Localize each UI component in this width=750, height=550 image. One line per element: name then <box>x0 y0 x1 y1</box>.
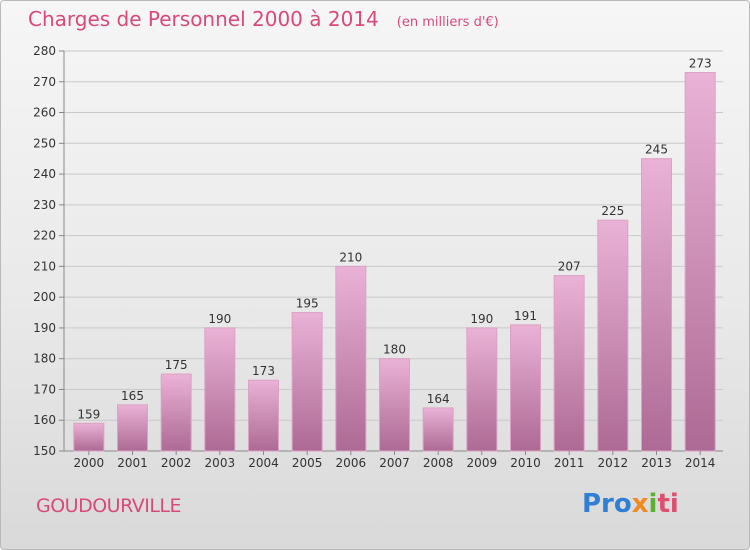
y-tick-label: 220 <box>33 229 56 243</box>
bar <box>422 407 454 452</box>
logo-part: i <box>648 489 658 519</box>
data-label: 273 <box>689 57 712 71</box>
bar <box>553 275 585 452</box>
x-tick-labels: 2000 2001 2002 2003 2004 2005 2006 2007 2008 2009… <box>74 451 716 470</box>
y-tick-label: 250 <box>33 136 56 150</box>
y-tick-label: 230 <box>33 198 56 212</box>
bar <box>684 72 716 452</box>
y-tick-label: 180 <box>33 352 56 366</box>
y-tick-label: 150 <box>33 444 56 458</box>
x-tick-label: 2006 <box>336 456 367 470</box>
bars <box>73 72 716 452</box>
bar <box>291 312 323 452</box>
y-tick-labels: 150 160 170 180 190 200 210 220 230 240 250 260 270 2… <box>33 44 56 458</box>
y-tick-label: 170 <box>33 382 56 396</box>
x-tick-label: 2014 <box>685 456 716 470</box>
bar <box>597 219 629 452</box>
x-tick-label: 2010 <box>510 456 541 470</box>
x-tick-label: 2008 <box>423 456 454 470</box>
data-label: 195 <box>296 297 319 311</box>
bar <box>466 327 498 452</box>
x-tick-label: 2011 <box>554 456 585 470</box>
bar <box>204 327 236 452</box>
bar <box>248 379 279 452</box>
bar <box>510 324 541 452</box>
x-tick-label: 2013 <box>641 456 672 470</box>
y-tick-label: 270 <box>33 75 56 89</box>
data-labels: 159 165 175 190 173 195 210 180 164 190 191 207 225 2… <box>77 57 711 422</box>
y-tick-label: 210 <box>33 259 56 273</box>
chart-unit: (en milliers d'€) <box>396 15 499 30</box>
x-tick-label: 2007 <box>379 456 410 470</box>
x-tick-label: 2001 <box>117 456 148 470</box>
bar <box>117 404 148 452</box>
bar <box>641 158 672 452</box>
chart-title: Charges de Personnel 2000 à 2014 (en mill… <box>28 7 499 31</box>
x-tick-label: 2002 <box>161 456 192 470</box>
x-tick-label: 2012 <box>598 456 629 470</box>
logo-part: x <box>631 489 649 519</box>
data-label: 165 <box>121 389 144 403</box>
y-tick-label: 240 <box>33 167 56 181</box>
y-tick-label: 260 <box>33 106 56 120</box>
data-label: 207 <box>558 260 581 274</box>
x-tick-label: 2005 <box>292 456 323 470</box>
data-label: 180 <box>383 343 406 357</box>
x-tick-label: 2003 <box>205 456 236 470</box>
logo-part: ti <box>657 489 679 519</box>
data-label: 175 <box>165 358 188 372</box>
data-label: 159 <box>77 407 100 421</box>
y-tick-label: 200 <box>33 290 56 304</box>
data-label: 210 <box>339 250 362 264</box>
data-label: 225 <box>601 204 624 218</box>
data-label: 190 <box>470 312 493 326</box>
chart-title-text: Charges de Personnel 2000 à 2014 <box>28 7 379 31</box>
data-label: 173 <box>252 364 275 378</box>
x-tick-label: 2004 <box>248 456 279 470</box>
bar <box>379 358 410 452</box>
x-tick-label: 2009 <box>467 456 498 470</box>
bar <box>73 422 105 452</box>
bar <box>160 373 192 452</box>
y-tick-label: 190 <box>33 321 56 335</box>
data-label: 190 <box>208 312 231 326</box>
x-tick-label: 2000 <box>74 456 105 470</box>
data-label: 245 <box>645 143 668 157</box>
city-name: GOUDOURVILLE <box>36 495 182 517</box>
proxiti-logo: Proxiti <box>582 489 679 519</box>
logo-part: Pro <box>582 489 632 519</box>
y-tick-label: 160 <box>33 413 56 427</box>
data-label: 191 <box>514 309 537 323</box>
data-label: 164 <box>427 392 450 406</box>
bar <box>335 265 367 452</box>
y-tick-label: 280 <box>33 44 56 58</box>
